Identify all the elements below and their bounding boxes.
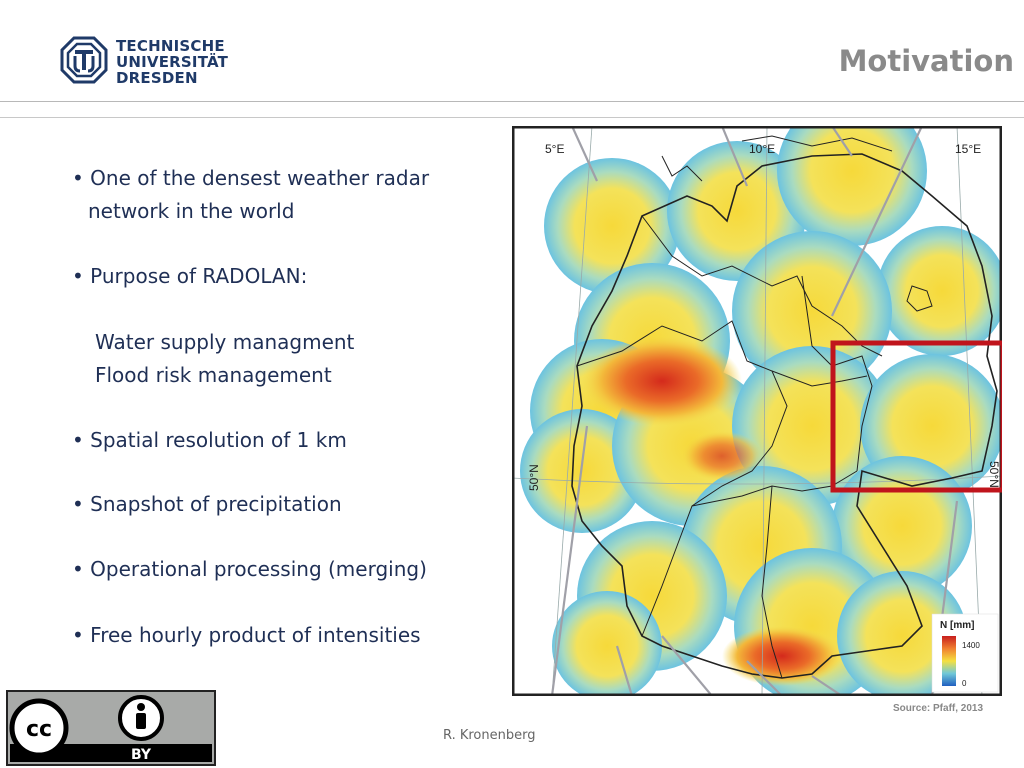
license-by-label: BY	[131, 747, 152, 763]
coastline	[741, 135, 893, 152]
bullet-purpose: • Purpose of RADOLAN:	[72, 264, 308, 288]
legend-max-label: 1400	[962, 641, 980, 650]
header-divider-top	[0, 101, 1024, 102]
bullet-spatial-resolution: • Spatial resolution of 1 km	[72, 428, 347, 452]
radar-circle	[732, 346, 892, 506]
lon-label-15e: 15°E	[955, 142, 981, 156]
lat-label-50n-left: 50°N	[527, 464, 541, 491]
bullet-operational: • Operational processing (merging)	[72, 557, 427, 581]
figure-source: Source: Pfaff, 2013	[893, 703, 984, 714]
bullet-radar-network-cont: network in the world	[88, 199, 295, 223]
state-border	[761, 485, 783, 679]
state-border	[691, 470, 858, 507]
legend-title: N [mm]	[940, 620, 974, 631]
radar-circle	[732, 231, 892, 391]
bullet-radar-network: • One of the densest weather radar	[72, 166, 430, 190]
lon-label-5e: 5°E	[545, 142, 564, 156]
footer-author: R. Kronenberg	[443, 728, 536, 743]
legend-colorbar	[942, 636, 956, 686]
cc-by-license-badge: cc BY	[6, 690, 216, 766]
logo-line-1: TECHNISCHE	[116, 37, 225, 55]
state-border	[801, 275, 873, 472]
precipitation-hotspot	[722, 626, 842, 686]
legend-min-label: 0	[962, 679, 967, 688]
radar-circle	[552, 591, 662, 694]
header-divider-bottom	[0, 117, 1024, 118]
berlin-border	[906, 285, 933, 312]
meridian-line	[551, 128, 593, 694]
svg-text:cc: cc	[26, 717, 52, 742]
sub-item-water-supply: Water supply managment	[95, 330, 355, 354]
precipitation-hotspot	[582, 336, 742, 426]
university-name: TECHNISCHE UNIVERSITÄT DRESDEN	[116, 38, 228, 86]
coastline	[661, 155, 703, 182]
bullet-free-product: • Free hourly product of intensities	[72, 623, 421, 647]
tu-dresden-emblem-icon	[60, 36, 108, 84]
creative-commons-icon: cc	[9, 698, 69, 758]
radar-circle	[777, 128, 927, 246]
state-border	[641, 215, 883, 357]
attribution-person-icon	[118, 695, 164, 741]
precipitation-hotspot	[682, 431, 762, 481]
radar-precipitation-map: 5°E 10°E 15°E 50°N 50°N N [mm] 1400 0	[512, 126, 1002, 696]
study-area-highlight-box	[830, 340, 1002, 493]
state-border	[576, 320, 788, 637]
radar-circle	[877, 226, 1000, 356]
radar-circle	[544, 158, 680, 294]
slide-title: Motivation	[838, 44, 1014, 78]
bullet-snapshot: • Snapshot of precipitation	[72, 492, 342, 516]
logo-line-3: DRESDEN	[116, 69, 198, 87]
sub-item-flood-risk: Flood risk management	[95, 363, 332, 387]
lat-label-50n-right: 50°N	[987, 461, 1001, 488]
logo-line-2: UNIVERSITÄT	[116, 53, 229, 71]
state-border	[771, 370, 868, 387]
tu-dresden-logo: TECHNISCHE UNIVERSITÄT DRESDEN	[60, 36, 240, 88]
lon-label-10e: 10°E	[749, 142, 775, 156]
